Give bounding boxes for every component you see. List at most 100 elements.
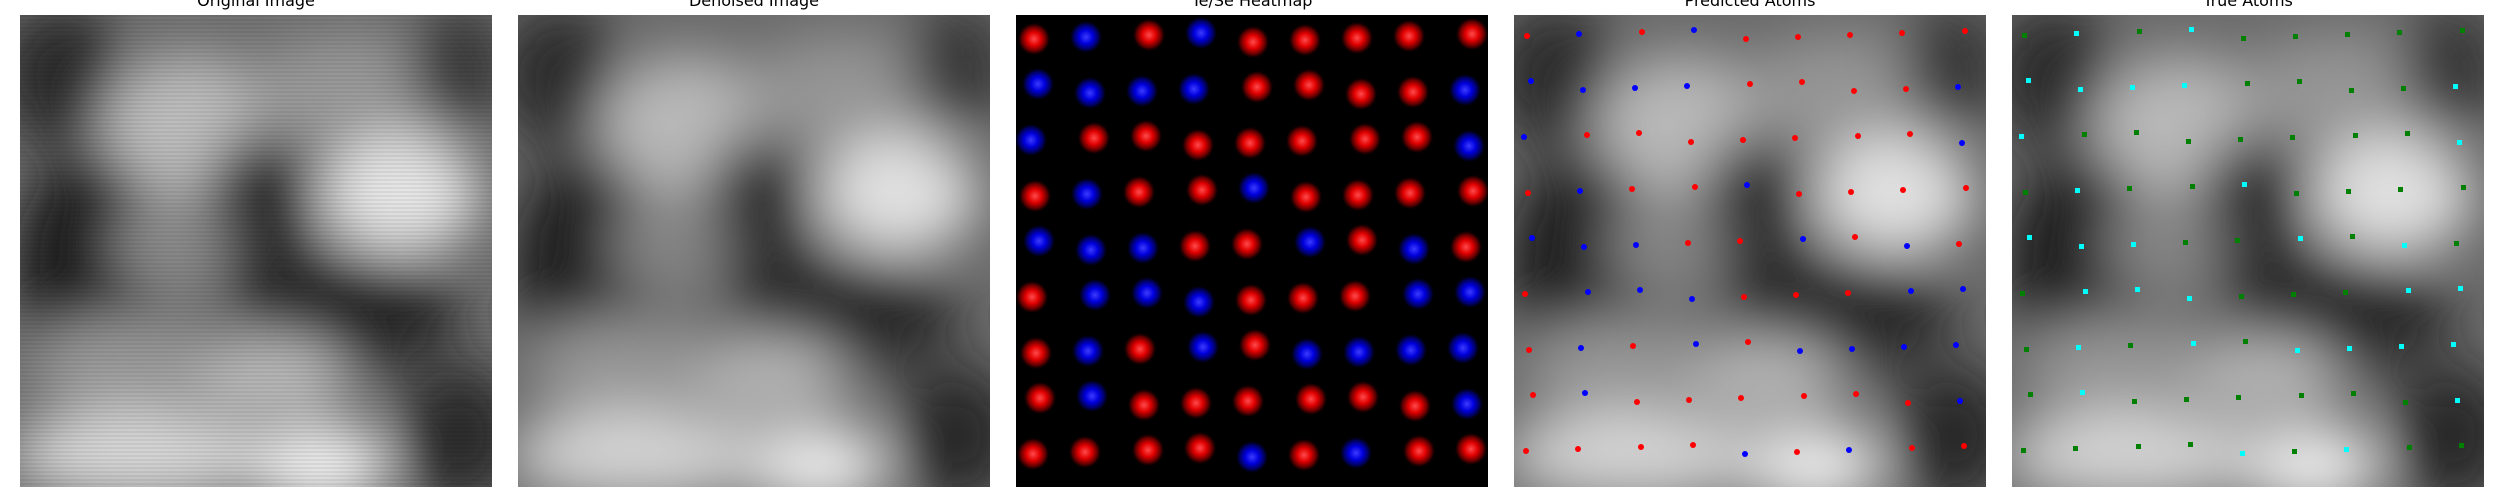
predicted-se-dot	[1528, 78, 1534, 84]
true-se-marker	[2128, 343, 2133, 348]
predicted-te-dot	[1909, 445, 1915, 451]
se-heat-blob	[1016, 123, 1048, 157]
true-te-marker	[2182, 83, 2187, 88]
predicted-te-dot	[1692, 184, 1698, 190]
predicted-te-dot	[1851, 88, 1857, 94]
true-te-marker	[2240, 451, 2245, 456]
true-te-marker	[2078, 87, 2083, 92]
predicted-te-dot	[1524, 33, 1530, 39]
se-heat-blob	[1130, 276, 1164, 310]
true-se-marker	[2349, 88, 2354, 93]
se-heat-blob	[1078, 278, 1112, 312]
predicted-te-dot	[1845, 290, 1851, 296]
se-heat-blob	[1125, 74, 1159, 108]
predicted-atoms-canvas	[1514, 15, 1986, 487]
predicted-se-dot	[1846, 447, 1852, 453]
se-heat-blob	[1401, 277, 1435, 311]
se-heat-blob	[1394, 333, 1428, 367]
predicted-te-dot	[1688, 139, 1694, 145]
true-te-marker	[2026, 78, 2031, 83]
predicted-te-dot	[1848, 189, 1854, 195]
predicted-se-dot	[1581, 244, 1587, 250]
true-se-marker	[2082, 132, 2087, 137]
true-se-marker	[2459, 443, 2464, 448]
true-se-marker	[2345, 32, 2350, 37]
predicted-se-dot	[1904, 243, 1910, 249]
true-se-marker	[2343, 290, 2348, 295]
panel-predicted-atoms: Predicted Atoms	[1514, 0, 1986, 500]
predicted-te-dot	[1795, 34, 1801, 40]
predicted-te-dot	[1793, 292, 1799, 298]
true-atoms	[2012, 15, 2484, 487]
true-se-marker	[2137, 29, 2142, 34]
true-se-marker	[2290, 135, 2295, 140]
predicted-se-dot	[1633, 242, 1639, 248]
predicted-se-dot	[1691, 27, 1697, 33]
predicted-te-dot	[1799, 79, 1805, 85]
true-te-marker	[2451, 342, 2456, 347]
true-se-marker	[2245, 81, 2250, 86]
predicted-te-dot	[1852, 234, 1858, 240]
se-heat-blob	[1182, 285, 1216, 319]
predicted-te-dot	[1794, 449, 1800, 455]
predicted-se-dot	[1849, 346, 1855, 352]
te-heat-blob	[1292, 68, 1326, 102]
true-te-marker	[2135, 287, 2140, 292]
original-image	[20, 15, 492, 487]
te-heat-blob	[1348, 122, 1382, 156]
true-se-marker	[2028, 392, 2033, 397]
true-se-marker	[2184, 397, 2189, 402]
true-se-marker	[2351, 391, 2356, 396]
true-te-marker	[2455, 398, 2460, 403]
true-te-marker	[2083, 289, 2088, 294]
true-se-marker	[2243, 339, 2248, 344]
true-se-marker	[2353, 133, 2358, 138]
true-te-marker	[2187, 296, 2192, 301]
predicted-te-dot	[1629, 186, 1635, 192]
te-heat-blob	[1240, 70, 1274, 104]
predicted-se-dot	[1957, 398, 1963, 404]
true-te-marker	[2457, 140, 2462, 145]
true-se-marker	[2136, 444, 2141, 449]
predicted-te-dot	[1855, 133, 1861, 139]
denoised-image-canvas	[518, 15, 990, 487]
se-heat-blob	[1186, 330, 1220, 364]
true-se-marker	[2188, 442, 2193, 447]
true-se-marker	[2291, 292, 2296, 297]
true-se-marker	[2183, 240, 2188, 245]
te-heat-blob	[1449, 230, 1483, 264]
predicted-te-dot	[1584, 132, 1590, 138]
original-image-canvas	[20, 15, 492, 487]
te-heat-blob	[1234, 283, 1268, 317]
predicted-te-dot	[1630, 343, 1636, 349]
predicted-se-dot	[1529, 235, 1535, 241]
te-heat-blob	[1455, 17, 1488, 51]
te-heat-blob	[1289, 180, 1323, 214]
predicted-te-dot	[1903, 86, 1909, 92]
true-se-marker	[2023, 190, 2028, 195]
predicted-te-dot	[1737, 238, 1743, 244]
true-se-marker	[2350, 234, 2355, 239]
se-heat-blob	[1070, 177, 1104, 211]
predicted-se-dot	[1632, 85, 1638, 91]
te-heat-blob	[1402, 434, 1436, 468]
predicted-se-dot	[1797, 348, 1803, 354]
true-se-marker	[2397, 30, 2402, 35]
te-heat-blob	[1396, 75, 1430, 109]
true-se-marker	[2127, 186, 2132, 191]
true-te-marker	[2298, 236, 2303, 241]
predicted-te-dot	[1525, 190, 1531, 196]
predicted-te-dot	[1801, 393, 1807, 399]
predicted-te-dot	[1905, 400, 1911, 406]
te-heat-blob	[1294, 382, 1328, 416]
te-heat-blob	[1178, 229, 1212, 263]
true-te-marker	[2027, 235, 2032, 240]
true-se-marker	[2403, 400, 2408, 405]
te-se-heatmap	[1016, 15, 1488, 487]
se-heat-blob	[1022, 224, 1056, 258]
true-se-marker	[2022, 33, 2027, 38]
te-heat-blob	[1230, 227, 1264, 261]
true-se-marker	[2132, 399, 2137, 404]
true-te-marker	[2242, 182, 2247, 187]
te-heat-blob	[1131, 433, 1165, 467]
